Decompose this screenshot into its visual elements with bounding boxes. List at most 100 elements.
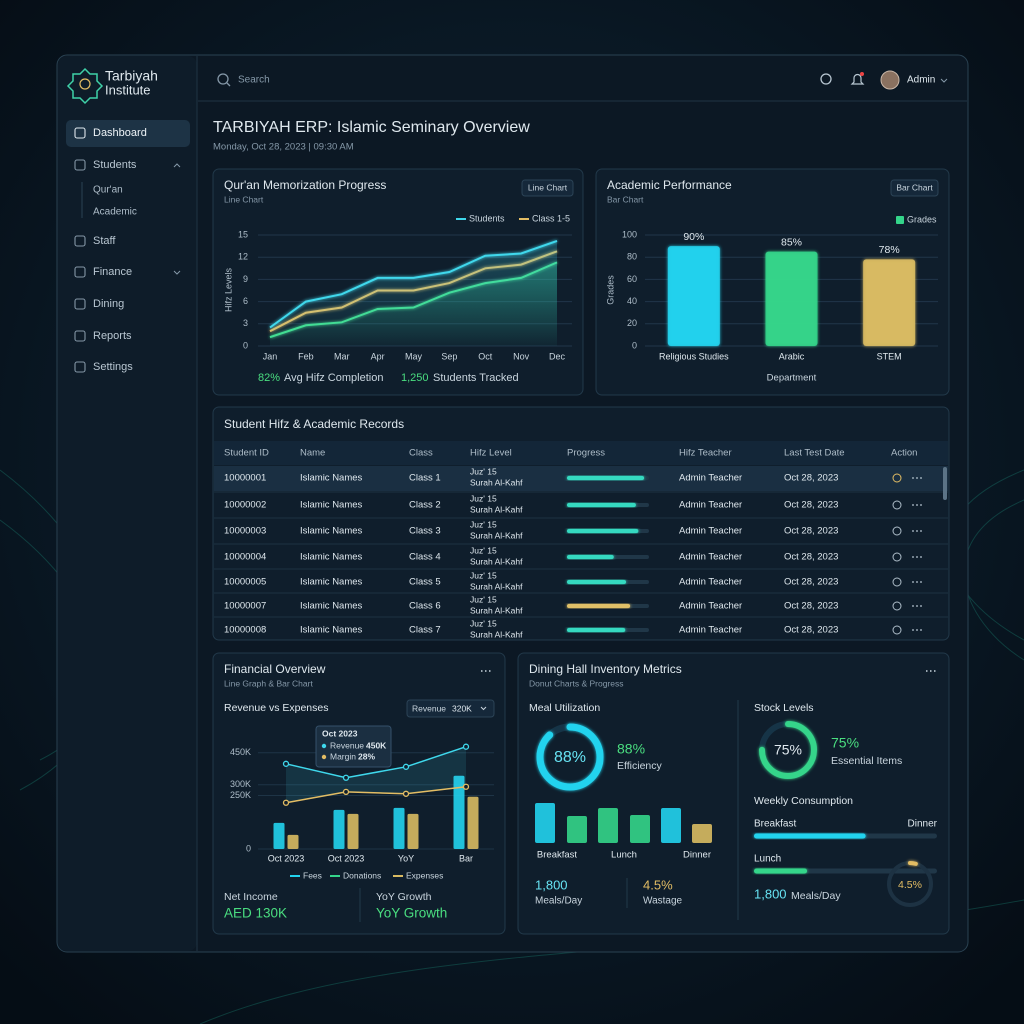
chart-type-badge[interactable] [521,179,574,197]
nav-item[interactable]: Dining [93,298,124,310]
user-name[interactable]: Admin [907,75,935,86]
cell-surah: Surah Al-Kahf [470,504,523,514]
legend-label: Grades [907,214,937,224]
summary-value: YoY Growth [376,906,447,921]
avatar[interactable] [880,70,900,90]
data-label: 90% [683,231,704,243]
data-label: 78% [879,244,900,256]
x-tick-label: Sep [441,351,457,361]
card-subtitle: Line Chart [224,194,264,204]
metric-caption: Essential Items [831,755,902,767]
nav-item[interactable]: Reports [93,330,132,342]
progress-bar [754,833,866,839]
cell-teacher: Admin Teacher [679,552,742,563]
brand-sub: Institute [105,82,151,97]
scrollbar[interactable] [943,467,947,500]
info-button[interactable] [892,577,902,587]
summary-label: YoY Growth [376,891,432,903]
nav-item[interactable]: Dashboard [93,127,147,139]
line-point [462,783,470,790]
y-axis-label: Grades [605,275,615,305]
cell-juz: Juz' 15 [470,570,497,580]
x-tick-label: Arabic [779,351,805,361]
cell-class: Class 5 [409,577,441,588]
cell-id: 10000001 [224,473,266,484]
column-header: Hifz Teacher [679,448,732,459]
cell-class: Class 6 [409,601,441,612]
x-tick-label: STEM [877,351,902,361]
y-tick-label: 0 [632,340,637,350]
card-title: Dining Hall Inventory Metrics [529,662,682,676]
donut-label: 88% [554,749,586,766]
cell-class: Class 2 [409,500,441,511]
legend-label: Fees [303,870,322,880]
section-title: Meal Utilization [529,702,600,714]
tooltip [315,725,392,768]
cell-name: Islamic Names [300,601,363,612]
card-subtitle: Line Graph & Bar Chart [224,678,313,688]
cell-date: Oct 28, 2023 [784,552,838,563]
stat-value: 1,800 [754,886,787,901]
x-tick-label: Breakfast [537,850,577,861]
logo-core [79,78,91,90]
x-tick-label: Jan [263,351,278,361]
info-button[interactable] [892,500,902,510]
x-tick-label: Oct [478,351,493,361]
bar [661,808,681,843]
financial-card [212,652,506,935]
info-button[interactable] [892,625,902,635]
nav-item[interactable]: Settings [93,361,133,373]
cell-id: 10000004 [224,552,266,563]
donut-arc [887,861,933,907]
search-input[interactable]: Search [238,75,270,86]
info-button[interactable] [892,552,902,562]
info-button[interactable] [892,526,902,536]
y-tick-label: 60 [627,274,637,284]
cell-class: Class 7 [409,625,441,636]
bar [765,251,818,346]
brand-name: Tarbiyah [105,68,158,84]
info-button[interactable] [892,473,902,483]
nav-icon [74,159,86,171]
bar [333,809,345,849]
cell-surah: Surah Al-Kahf [470,629,523,639]
line [269,239,558,329]
cell-teacher: Admin Teacher [679,500,742,511]
stat-value: 82% [258,372,280,384]
search-icon [217,73,229,85]
chart-type-badge[interactable] [890,179,939,197]
cell-name: Islamic Names [300,577,363,588]
nav-subitem[interactable]: Academic [93,207,137,218]
sidebar [58,56,197,951]
nav-item[interactable]: Staff [93,235,116,247]
nav-icon [74,330,86,342]
y-tick-label: 12 [238,252,248,262]
bell-icon[interactable] [850,73,865,85]
y-axis-label: Hifz Levels [223,267,233,312]
cell-juz: Juz' 15 [470,493,497,503]
tooltip-name: Revenue [330,740,364,750]
chart-title: Revenue vs Expenses [224,702,328,714]
cell-class: Class 4 [409,552,441,563]
cell-teacher: Admin Teacher [679,625,742,636]
search-button[interactable] [820,73,832,85]
y-tick-label: 80 [627,252,637,262]
bar [407,813,419,849]
cell-teacher: Admin Teacher [679,473,742,484]
progress-label: Breakfast [754,819,796,830]
nav-item[interactable]: Students [93,159,137,171]
nav-subitem[interactable]: Qur'an [93,185,123,196]
cell-date: Oct 28, 2023 [784,625,838,636]
info-button[interactable] [892,601,902,611]
dropdown[interactable] [406,699,495,718]
cell-id: 10000002 [224,500,266,511]
nav-item[interactable]: Finance [93,266,132,278]
card-title: Qur'an Memorization Progress [224,178,386,192]
dropdown-label: Revenue [412,703,446,713]
progress-end-label: Dinner [908,819,938,830]
cell-juz: Juz' 15 [470,466,497,476]
chevron-up [173,163,181,168]
stat-value: 1,250 [401,372,429,384]
card-subtitle: Bar Chart [607,194,644,204]
